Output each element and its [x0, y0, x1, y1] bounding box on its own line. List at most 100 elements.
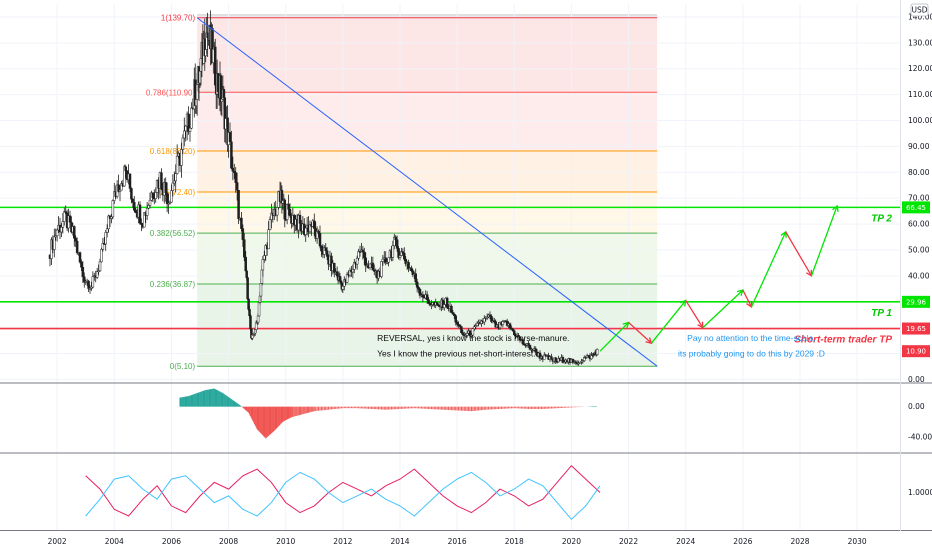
- candle-body: [90, 286, 93, 289]
- up-arrow[interactable]: [810, 205, 838, 277]
- candle-body: [443, 304, 446, 308]
- up-arrow[interactable]: [650, 300, 687, 344]
- candle-body: [341, 285, 345, 290]
- arrow-head: [832, 204, 839, 212]
- candle-body: [404, 258, 407, 265]
- candle-body: [441, 299, 445, 308]
- time-axis[interactable]: 2002 2004 2006 2008 2010 2012 2014 2016 2018 2020…: [0, 531, 932, 550]
- candle-body: [134, 209, 137, 214]
- y-tick-label: 60.00: [908, 220, 930, 229]
- tp-label[interactable]: TP 2: [871, 213, 892, 224]
- price-axis[interactable]: 0.00 40.00 50.00 60.00 70.00 80.00 90.00 100.00…: [908, 12, 932, 497]
- candle-body: [577, 362, 580, 365]
- candle-body: [470, 334, 473, 337]
- candle-body: [234, 172, 237, 183]
- candle-body: [464, 335, 467, 337]
- candle-body: [148, 199, 152, 206]
- candle-body: [75, 240, 79, 253]
- candle-body: [384, 257, 387, 263]
- candle-body: [83, 276, 86, 283]
- candle-body: [246, 277, 249, 300]
- candle-body: [357, 251, 360, 259]
- candle-body: [395, 239, 399, 249]
- candle-body: [230, 141, 233, 169]
- trend-line[interactable]: [196, 17, 658, 367]
- candle-body: [394, 236, 397, 241]
- candle-body: [517, 335, 520, 338]
- candle-body: [173, 180, 176, 184]
- candle-body: [98, 261, 102, 272]
- down-arrow[interactable]: [742, 289, 753, 308]
- candle-body: [453, 313, 456, 316]
- y-tick-label: 110.00: [908, 90, 932, 99]
- x-tick-label: 2022: [619, 537, 638, 546]
- tp-label[interactable]: TP 1: [871, 308, 892, 319]
- candle-body: [483, 318, 486, 323]
- candle-body: [418, 288, 422, 296]
- candle-body: [288, 209, 292, 217]
- candle-body: [100, 249, 103, 263]
- candle-body: [73, 226, 76, 239]
- fib-retracement[interactable]: 1(139.70) 0.786(110.90) 0.618(88.20) 0.5(72…: [146, 14, 658, 371]
- candle-body: [190, 107, 193, 129]
- price-badge[interactable]: [902, 322, 930, 335]
- candle-body: [543, 354, 546, 360]
- candle-body: [249, 315, 252, 330]
- candle-body: [165, 192, 169, 205]
- up-arrow[interactable]: [599, 321, 630, 352]
- timescale-note-line1[interactable]: Pay no attention to the time-scale,: [687, 333, 816, 343]
- osc2-cyan-line: [85, 471, 601, 521]
- candle-body: [170, 190, 173, 203]
- candle-body: [391, 245, 395, 258]
- x-tick-label: 2014: [390, 537, 409, 546]
- timescale-note-line2[interactable]: its probably going to do this by 2029 :D: [678, 348, 825, 358]
- candle-body: [353, 262, 356, 270]
- candle-body: [510, 327, 513, 330]
- candle-body: [174, 173, 177, 182]
- reversal-note-line1[interactable]: REVERSAL, yes i know the stock is horse-…: [377, 333, 569, 343]
- tp-label[interactable]: Short-term trader TP: [794, 335, 892, 346]
- candle-body: [143, 212, 146, 228]
- candle-body: [401, 251, 405, 254]
- candle-body: [345, 273, 349, 283]
- candle-body: [313, 220, 316, 229]
- candle-body: [183, 130, 186, 139]
- x-tick-label: 2002: [48, 537, 67, 546]
- candle-body: [574, 361, 577, 364]
- candle-body: [63, 211, 66, 222]
- candle-body: [184, 125, 187, 132]
- projection-arrows[interactable]: [599, 204, 839, 352]
- candle-body: [91, 276, 95, 288]
- down-arrow[interactable]: [628, 321, 652, 344]
- candle-body: [131, 198, 135, 203]
- last-price-badge[interactable]: [902, 345, 930, 358]
- down-arrow[interactable]: [785, 231, 812, 277]
- fib-level-label: 0(5.10): [170, 362, 196, 371]
- up-arrow[interactable]: [702, 289, 744, 329]
- price-badge[interactable]: [902, 201, 930, 214]
- price-badge[interactable]: [902, 295, 930, 308]
- candle-body: [68, 215, 72, 223]
- candle-body: [315, 231, 319, 239]
- candle-body: [187, 113, 190, 132]
- candle-body: [387, 257, 390, 263]
- currency-badge[interactable]: USD: [910, 3, 929, 17]
- last-price-label: 10.90: [906, 348, 926, 356]
- reversal-note-line2[interactable]: Yes I know the previous net-short-intere…: [377, 348, 535, 358]
- candle-body: [235, 182, 239, 191]
- osc2-pink-line: [85, 464, 601, 517]
- x-tick-label: 2008: [219, 537, 238, 546]
- down-arrow[interactable]: [685, 300, 704, 328]
- candle-body: [581, 360, 585, 362]
- candle-body: [318, 233, 322, 247]
- candle-body: [101, 243, 105, 250]
- candle-body: [511, 328, 515, 332]
- candle-body: [368, 263, 372, 268]
- candle-body: [380, 261, 383, 277]
- candle-body: [188, 127, 192, 132]
- candle-body: [475, 322, 479, 326]
- candle-body: [458, 324, 462, 327]
- up-arrow[interactable]: [750, 231, 787, 308]
- price-candles: [48, 10, 599, 366]
